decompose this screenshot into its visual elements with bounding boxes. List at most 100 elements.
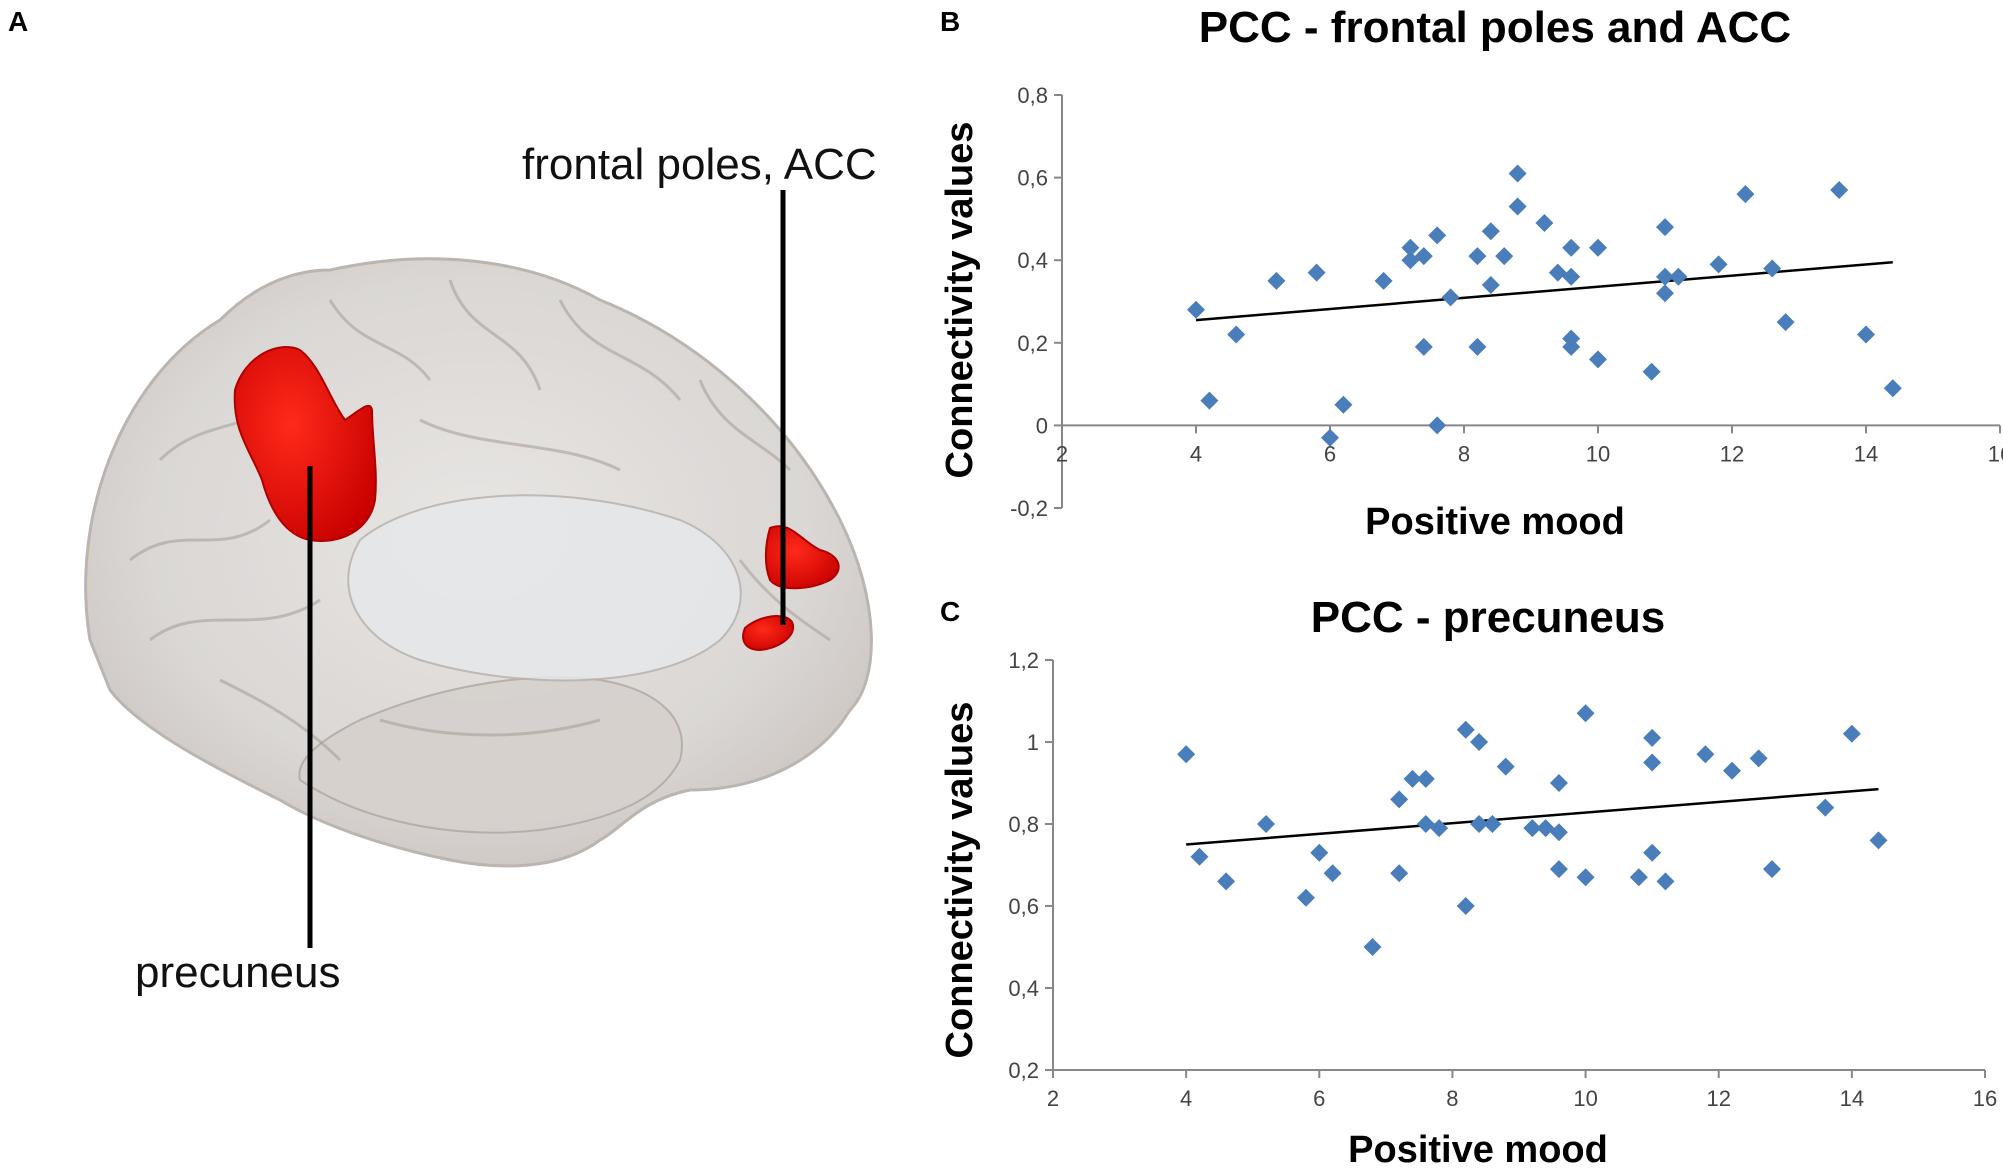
x-tick-label: 6: [1324, 441, 1336, 466]
chart-c-title: PCC - precuneus: [1311, 593, 1666, 642]
data-point: [1187, 300, 1205, 319]
data-point: [1643, 843, 1662, 862]
brain-temporal-lobe: [298, 676, 683, 834]
data-point: [1217, 872, 1236, 891]
precuneus-region: [233, 345, 377, 542]
data-point: [1643, 728, 1662, 747]
data-point: [1549, 860, 1568, 879]
data-point: [1456, 720, 1475, 739]
data-point: [1428, 416, 1447, 435]
data-point: [1403, 769, 1422, 788]
data-point: [1562, 238, 1581, 257]
x-tick-label: 10: [1586, 441, 1610, 466]
data-point: [1363, 938, 1382, 956]
y-tick-label: 1,2: [1008, 648, 1039, 673]
data-point: [1390, 864, 1409, 883]
data-point: [1456, 897, 1475, 915]
data-point: [1481, 222, 1500, 241]
data-point: [1589, 238, 1607, 257]
data-point: [1414, 247, 1433, 266]
brain-inner-region: [347, 494, 742, 682]
data-point: [1669, 267, 1688, 286]
data-point: [1508, 197, 1527, 216]
x-tick-label: 12: [1720, 441, 1744, 466]
y-tick-label: 0: [1036, 413, 1048, 438]
x-tick-label: 14: [1840, 1086, 1864, 1111]
data-point: [1830, 180, 1849, 199]
y-tick-label: 0,2: [1008, 1058, 1039, 1083]
data-point: [1441, 288, 1460, 307]
data-point: [1401, 238, 1420, 257]
chart-b-xlabel: Positive mood: [1365, 501, 1625, 543]
y-tick-label: 0,8: [1017, 83, 1048, 108]
data-point: [1470, 733, 1489, 751]
data-point: [1481, 275, 1500, 294]
x-tick-label: 6: [1313, 1086, 1325, 1111]
x-tick-label: 2: [1056, 441, 1068, 466]
frontal-poles-label: frontal poles, ACC: [522, 140, 877, 189]
data-point: [1334, 395, 1353, 414]
data-point: [1296, 888, 1315, 907]
data-point: [1523, 819, 1542, 838]
data-point: [1190, 847, 1209, 866]
x-tick-label: 14: [1854, 441, 1878, 466]
data-point: [1416, 769, 1435, 788]
data-point: [1549, 823, 1568, 842]
data-point: [1643, 753, 1662, 772]
data-point: [1629, 868, 1648, 887]
chart-b-plot: -0,2 0 0,2 0,4 0,6 0,8 2 4 6 8 10 12 14 16: [1010, 83, 2003, 521]
data-point: [1468, 337, 1487, 356]
data-point: [1495, 247, 1514, 266]
data-point: [1257, 815, 1276, 833]
data-point: [1656, 872, 1675, 891]
data-point: [1883, 379, 1902, 398]
data-point: [1589, 350, 1607, 369]
brain-illustration: [84, 190, 873, 948]
data-point: [1549, 774, 1568, 792]
data-point: [1227, 325, 1246, 344]
data-point: [1428, 226, 1447, 245]
y-tick-label: 1: [1027, 730, 1039, 755]
data-point: [1642, 362, 1661, 381]
data-point: [1656, 284, 1674, 303]
data-point: [1548, 263, 1567, 282]
data-point: [1763, 259, 1782, 278]
data-point: [1696, 745, 1715, 764]
data-point: [1656, 267, 1674, 286]
data-point: [1709, 255, 1728, 274]
data-point: [1736, 185, 1755, 204]
chart-c-xlabel: Positive mood: [1348, 1129, 1608, 1170]
panel-letter-c: C: [940, 596, 961, 627]
data-point: [1857, 325, 1875, 344]
x-tick-label: 2: [1047, 1086, 1059, 1111]
x-tick-label: 8: [1458, 441, 1470, 466]
data-point: [1776, 313, 1795, 332]
data-point: [1508, 164, 1527, 183]
x-tick-label: 16: [1988, 441, 2003, 466]
data-point: [1323, 864, 1342, 883]
data-point: [1200, 391, 1219, 410]
data-point: [1869, 831, 1888, 850]
y-tick-label: 0,8: [1008, 812, 1039, 837]
chart-c-ylabel: Connectivity values: [939, 702, 981, 1059]
data-point: [1374, 271, 1393, 290]
data-point: [1414, 337, 1433, 356]
data-point: [1321, 428, 1339, 447]
y-tick-label: -0,2: [1010, 496, 1048, 521]
y-tick-label: 0,6: [1008, 894, 1039, 919]
data-point: [1430, 819, 1449, 838]
data-point: [1390, 790, 1409, 809]
data-point: [1267, 271, 1286, 290]
x-tick-label: 16: [1973, 1086, 1997, 1111]
y-tick-label: 0,2: [1017, 331, 1048, 356]
data-point: [1816, 798, 1835, 817]
y-tick-label: 0,4: [1008, 976, 1039, 1001]
data-point: [1536, 819, 1555, 838]
y-tick-label: 0,4: [1017, 248, 1048, 273]
data-point: [1842, 724, 1861, 743]
x-tick-label: 10: [1573, 1086, 1597, 1111]
x-tick-label: 4: [1190, 441, 1202, 466]
panel-letter-b: B: [940, 6, 961, 37]
